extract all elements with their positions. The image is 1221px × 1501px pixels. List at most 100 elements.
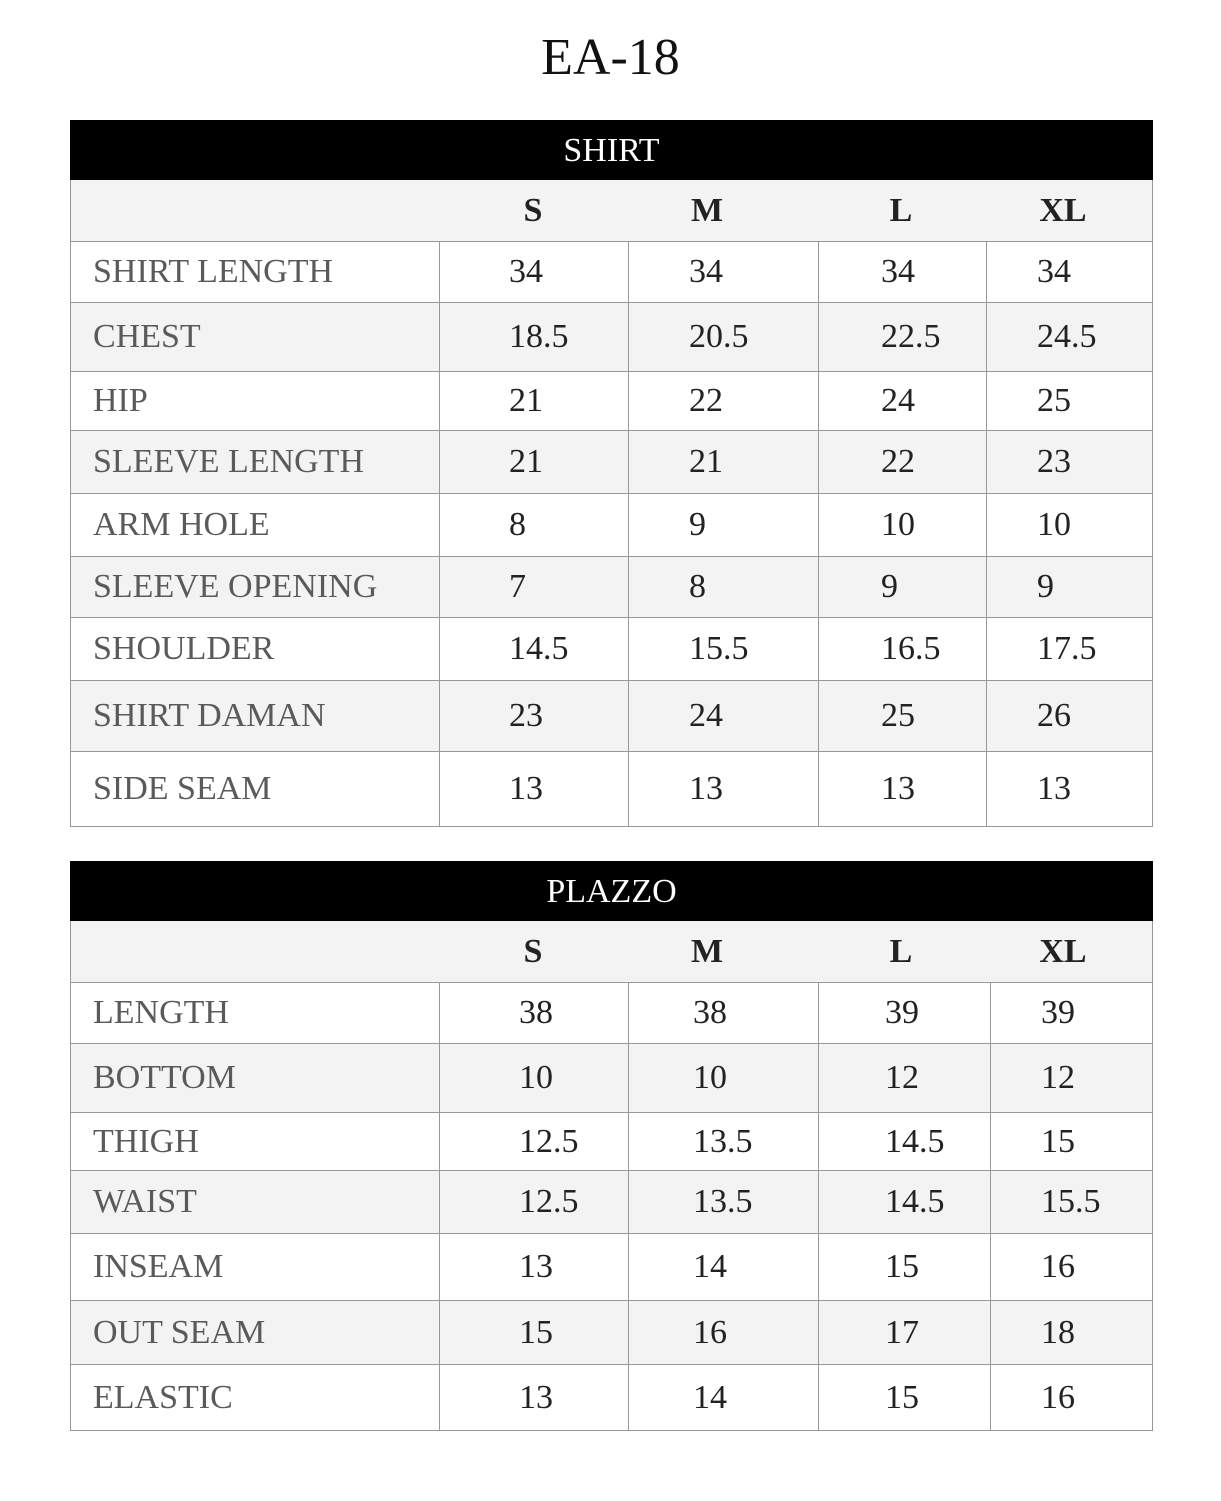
measurement-label: BOTTOM <box>93 1059 236 1096</box>
column-divider <box>990 983 991 1043</box>
table-row: SHOULDER 14.5 15.5 16.5 17.5 <box>71 617 1152 680</box>
measurement-value: 14.5 <box>885 1183 945 1220</box>
measurement-value: 22 <box>881 443 915 480</box>
column-divider <box>628 431 629 493</box>
table-row: OUT SEAM 15 16 17 18 <box>71 1300 1152 1364</box>
column-divider <box>986 372 987 430</box>
measurement-value: 14 <box>693 1248 727 1285</box>
measurement-value: 15.5 <box>1041 1183 1101 1220</box>
measurement-value: 34 <box>881 253 915 290</box>
column-divider <box>818 494 819 556</box>
column-divider <box>990 1171 991 1233</box>
size-header: S <box>523 191 543 229</box>
column-divider <box>818 372 819 430</box>
size-header-row: S M L XL <box>71 180 1152 241</box>
measurement-label: SHIRT LENGTH <box>93 253 334 290</box>
column-divider <box>439 372 440 430</box>
measurement-value: 8 <box>509 506 526 543</box>
measurement-value: 10 <box>881 506 915 543</box>
shirt-table: SHIRT S M L XL SHIRT LENGTH 34 34 34 34 CHEST 18.5 2… <box>70 120 1153 827</box>
column-divider <box>628 1301 629 1364</box>
column-divider <box>986 494 987 556</box>
measurement-value: 24 <box>689 697 723 734</box>
measurement-value: 7 <box>509 568 526 605</box>
measurement-value: 39 <box>885 994 919 1031</box>
table-row: SLEEVE OPENING 7 8 9 9 <box>71 556 1152 617</box>
measurement-value: 15 <box>1041 1122 1075 1160</box>
column-divider <box>986 752 987 826</box>
measurement-value: 13 <box>509 770 543 807</box>
measurement-value: 13 <box>881 770 915 807</box>
measurement-value: 16 <box>1041 1378 1075 1416</box>
column-divider <box>439 752 440 826</box>
measurement-value: 8 <box>689 568 706 605</box>
column-divider <box>628 1044 629 1112</box>
measurement-value: 15 <box>519 1313 553 1351</box>
column-divider <box>628 1113 629 1170</box>
column-divider <box>986 681 987 751</box>
measurement-label: INSEAM <box>93 1248 224 1285</box>
table-row: THIGH 12.5 13.5 14.5 15 <box>71 1112 1152 1170</box>
table-row: ELASTIC 13 14 15 16 <box>71 1364 1152 1430</box>
measurement-value: 14.5 <box>509 630 569 667</box>
column-divider <box>439 1365 440 1430</box>
page-title: EA-18 <box>541 29 680 86</box>
measurement-label: ARM HOLE <box>93 506 270 543</box>
table-row: WAIST 12.5 13.5 14.5 15.5 <box>71 1170 1152 1233</box>
measurement-value: 10 <box>693 1059 727 1096</box>
measurement-label: SLEEVE OPENING <box>93 568 378 605</box>
section-header: SHIRT <box>70 120 1153 180</box>
size-header: M <box>690 932 724 970</box>
column-divider <box>628 1171 629 1233</box>
column-divider <box>818 1365 819 1430</box>
column-divider <box>439 494 440 556</box>
column-divider <box>439 1044 440 1112</box>
column-divider <box>439 1113 440 1170</box>
section-header: PLAZZO <box>70 861 1153 921</box>
column-divider <box>990 1301 991 1364</box>
column-divider <box>628 557 629 617</box>
measurement-value: 23 <box>1037 443 1071 480</box>
table-row: SHIRT LENGTH 34 34 34 34 <box>71 241 1152 302</box>
measurement-value: 13 <box>519 1378 553 1416</box>
table-row: CHEST 18.5 20.5 22.5 24.5 <box>71 302 1152 371</box>
measurement-value: 16.5 <box>881 630 941 667</box>
measurement-value: 38 <box>693 994 727 1031</box>
column-divider <box>986 557 987 617</box>
measurement-value: 9 <box>1037 568 1054 605</box>
measurement-value: 23 <box>509 697 543 734</box>
measurement-value: 25 <box>881 697 915 734</box>
measurement-label: HIP <box>93 382 148 419</box>
measurement-value: 13.5 <box>693 1183 753 1220</box>
column-divider <box>439 983 440 1043</box>
column-divider <box>439 431 440 493</box>
measurement-value: 14 <box>693 1378 727 1416</box>
measurement-value: 10 <box>1037 506 1071 543</box>
measurement-value: 12 <box>885 1059 919 1096</box>
measurement-label: WAIST <box>93 1183 197 1220</box>
measurement-value: 18.5 <box>509 318 569 355</box>
measurement-value: 13 <box>689 770 723 807</box>
column-divider <box>439 557 440 617</box>
measurement-value: 34 <box>1037 253 1071 290</box>
column-divider <box>818 1301 819 1364</box>
column-divider <box>986 431 987 493</box>
measurement-label: CHEST <box>93 318 201 355</box>
measurement-value: 34 <box>689 253 723 290</box>
column-divider <box>986 618 987 680</box>
measurement-label: OUT SEAM <box>93 1313 266 1351</box>
table-row: SHIRT DAMAN 23 24 25 26 <box>71 680 1152 751</box>
column-divider <box>818 752 819 826</box>
column-divider <box>818 1171 819 1233</box>
measurement-value: 39 <box>1041 994 1075 1031</box>
column-divider <box>439 618 440 680</box>
measurement-value: 12.5 <box>519 1183 579 1220</box>
measurement-value: 24 <box>881 382 915 419</box>
column-divider <box>818 618 819 680</box>
measurement-value: 22.5 <box>881 318 941 355</box>
column-divider <box>818 303 819 371</box>
measurement-label: ELASTIC <box>93 1378 233 1416</box>
size-header: M <box>690 191 724 229</box>
measurement-value: 16 <box>693 1313 727 1351</box>
